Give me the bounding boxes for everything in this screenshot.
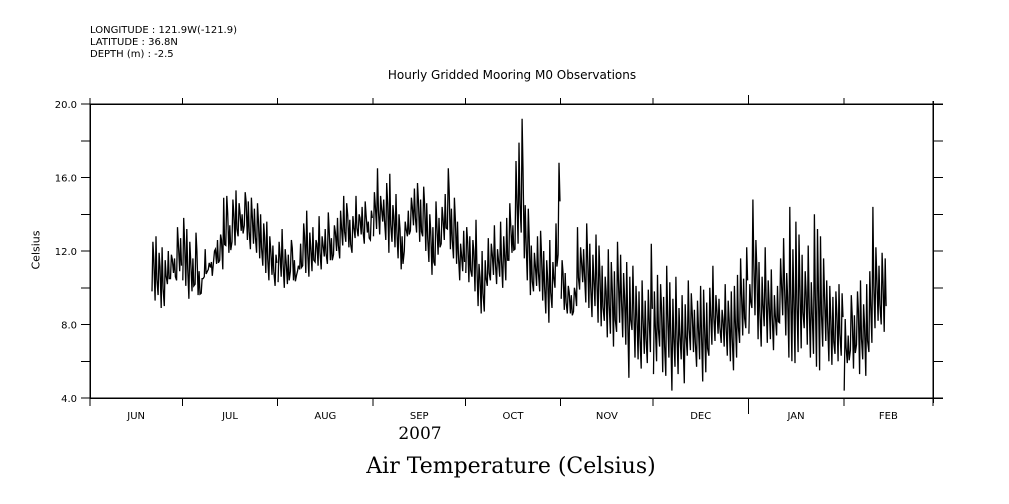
series-line-sep <box>372 168 466 281</box>
longitude-label: LONGITUDE : 121.9W(-121.9) <box>90 25 237 36</box>
x-tick-label: DEC <box>690 411 711 422</box>
latitude-label: LATITUDE : 36.8N <box>90 37 178 48</box>
series-line-jun <box>151 227 183 309</box>
series-line-aug <box>277 195 373 288</box>
depth-label: DEPTH (m) : -2.5 <box>90 49 174 60</box>
series-line-dec <box>652 247 749 391</box>
series-line-jan <box>748 199 844 371</box>
y-tick-label: 20.0 <box>55 100 77 111</box>
x-tick-label: SEP <box>410 411 429 422</box>
chart-title: Air Temperature (Celsius) <box>366 454 656 479</box>
y-tick-label: 4.0 <box>61 394 77 405</box>
x-tick-label: OCT <box>503 411 525 422</box>
x-tick-label: AUG <box>314 411 336 422</box>
plot-subtitle: Hourly Gridded Mooring M0 Observations <box>387 68 637 82</box>
series-line-feb <box>843 206 887 391</box>
series-line-nov <box>560 223 653 378</box>
x-tick-label: JAN <box>787 411 805 422</box>
y-tick-label: 8.0 <box>61 321 77 332</box>
x-tick-label: JUN <box>126 411 145 422</box>
x-axis-year-label: 2007 <box>398 424 442 444</box>
y-tick-label: 16.0 <box>55 174 77 185</box>
series-line-oct <box>465 118 561 323</box>
series-line-jul <box>182 190 278 299</box>
y-tick-label: 12.0 <box>55 247 77 258</box>
x-tick-label: FEB <box>879 411 898 422</box>
x-tick-label: NOV <box>596 411 618 422</box>
x-tick-label: JUL <box>221 411 238 422</box>
y-axis-label: Celsius <box>29 230 43 270</box>
